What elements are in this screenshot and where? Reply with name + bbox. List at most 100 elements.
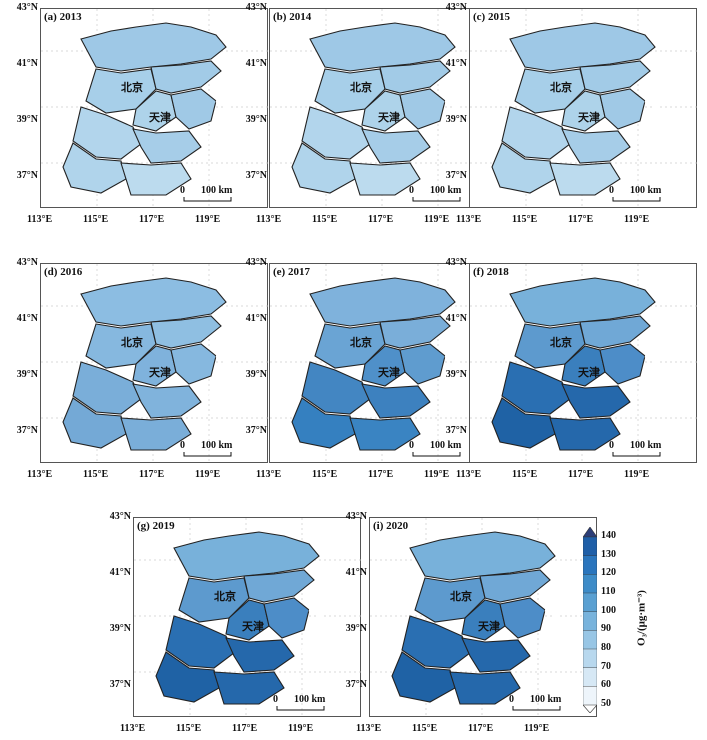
scale-bar-distance: 100 km (630, 440, 662, 451)
colorbar-tick-label: 120 (601, 567, 616, 579)
colorbar-band (582, 686, 598, 706)
colorbar-tick-label: 60 (601, 679, 611, 691)
coastline (637, 354, 662, 398)
scale-bar-zero: 0 (180, 185, 185, 196)
lon-tick-label: 113°E (27, 469, 53, 480)
lat-tick-label: 43°N (345, 511, 367, 522)
colorbar-tick-label: 110 (601, 586, 616, 597)
city-label-tianjin: 天津 (578, 366, 600, 379)
scale-bar-line (512, 706, 561, 711)
admin-region (132, 128, 202, 164)
admin-region (173, 531, 320, 581)
colorbar-band (582, 536, 598, 557)
lon-tick-label: 113°E (456, 214, 482, 225)
coastline (637, 99, 662, 143)
lat-tick-label: 37°N (16, 425, 38, 436)
admin-region (165, 615, 235, 669)
admin-region (399, 343, 446, 385)
scale-bar-distance: 100 km (430, 440, 462, 451)
scale-bar-distance: 100 km (201, 440, 233, 451)
lon-tick-label: 119°E (195, 214, 221, 225)
admin-region (170, 88, 217, 130)
lat-tick-label: 43°N (245, 257, 267, 268)
lon-tick-label: 119°E (288, 723, 314, 734)
lat-tick-label: 37°N (345, 679, 367, 690)
admin-region (414, 577, 486, 623)
admin-region (401, 615, 471, 669)
lon-tick-label: 113°E (356, 723, 382, 734)
scale-bar-distance: 100 km (201, 185, 233, 196)
admin-region (349, 162, 421, 196)
admin-region (499, 597, 546, 639)
scale-bar-zero: 0 (609, 440, 614, 451)
map-panel: (e) 2017 北京 天津 0 100 km (269, 263, 498, 464)
panel-label: (g) 2019 (137, 520, 175, 532)
lat-tick-label: 41°N (245, 313, 267, 324)
lat-tick-label: 41°N (445, 58, 467, 69)
colorbar-min-triangle (582, 704, 598, 714)
admin-region (120, 162, 192, 196)
scale-bar-line (276, 706, 325, 711)
lat-tick-label: 39°N (109, 623, 131, 634)
colorbar-tick-label: 130 (601, 548, 616, 560)
lon-tick-label: 115°E (312, 469, 338, 480)
lon-tick-label: 119°E (424, 214, 450, 225)
colorbar-band (582, 555, 598, 575)
admin-region (379, 60, 451, 94)
coastline (301, 608, 326, 652)
colorbar-band (582, 592, 598, 613)
lat-tick-label: 37°N (245, 170, 267, 181)
panel-label: (i) 2020 (373, 520, 409, 532)
coastline (208, 99, 233, 143)
map-panel: (b) 2014 北京 天津 0 100 km (269, 8, 498, 209)
lat-tick-label: 37°N (109, 679, 131, 690)
admin-region (243, 569, 315, 603)
admin-region (62, 397, 127, 449)
region-map (470, 9, 698, 209)
lat-tick-label: 39°N (16, 369, 38, 380)
admin-region (501, 361, 571, 415)
lon-tick-label: 117°E (568, 469, 594, 480)
admin-region (549, 417, 621, 451)
lat-tick-label: 43°N (445, 257, 467, 268)
admin-region (361, 383, 431, 419)
scale-bar-line (412, 197, 461, 202)
admin-region (599, 88, 646, 130)
lat-tick-label: 39°N (445, 114, 467, 125)
lon-tick-label: 115°E (412, 723, 438, 734)
scale-bar-distance: 100 km (530, 694, 562, 705)
region-map (270, 264, 498, 464)
city-label-beijing: 北京 (214, 590, 236, 603)
lon-tick-label: 117°E (368, 214, 394, 225)
admin-region (479, 569, 551, 603)
panel-label: (a) 2013 (44, 11, 82, 23)
lat-tick-label: 41°N (445, 313, 467, 324)
admin-region (491, 397, 556, 449)
panel-label: (d) 2016 (44, 266, 83, 278)
lon-tick-label: 115°E (512, 469, 538, 480)
admin-region (514, 323, 586, 369)
colorbar-tick-label: 80 (601, 642, 611, 653)
scale-bar-line (183, 452, 232, 457)
city-label-tianjin: 天津 (149, 111, 171, 124)
lon-tick-label: 117°E (232, 723, 258, 734)
scale-bar-distance: 100 km (430, 185, 462, 196)
region-map (470, 264, 698, 464)
city-label-tianjin: 天津 (378, 111, 400, 124)
admin-region (213, 671, 285, 705)
lat-tick-label: 37°N (16, 170, 38, 181)
lat-tick-label: 39°N (345, 623, 367, 634)
lon-tick-label: 115°E (83, 214, 109, 225)
admin-region (225, 637, 295, 673)
colorbar-tick-label: 70 (601, 660, 611, 672)
admin-region (132, 383, 202, 419)
colorbar-tick-label: 90 (601, 623, 611, 635)
admin-region (561, 128, 631, 164)
admin-region (491, 142, 556, 194)
panel-label: (c) 2015 (473, 11, 510, 23)
admin-region (150, 315, 222, 349)
colorbar-tick-label: 140 (601, 530, 616, 541)
lat-tick-label: 43°N (16, 257, 38, 268)
map-panel: (c) 2015 北京 天津 0 100 km (469, 8, 698, 209)
city-label-beijing: 北京 (121, 81, 143, 94)
